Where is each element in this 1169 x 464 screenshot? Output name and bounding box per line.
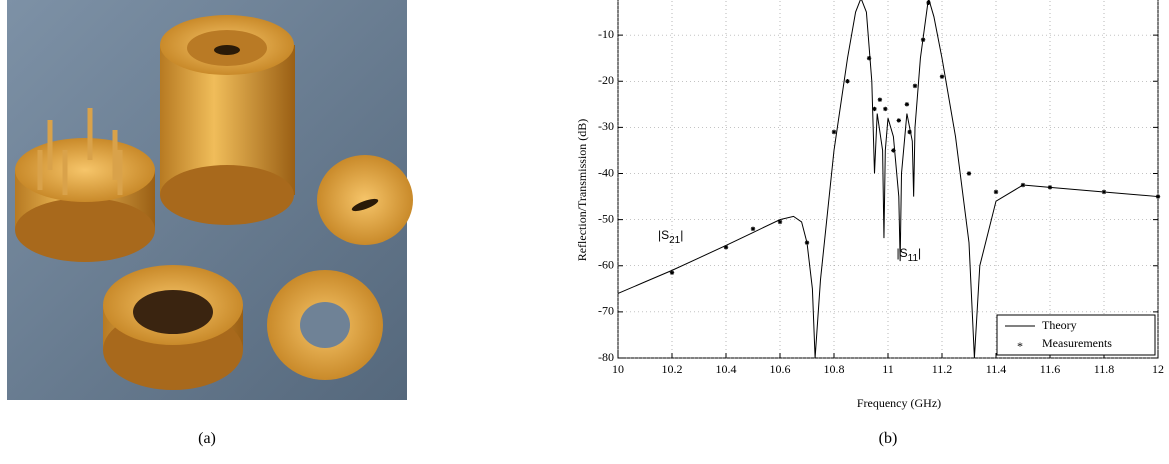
measurement-point xyxy=(920,37,926,42)
y-tick-label: -70 xyxy=(598,304,614,318)
x-tick-label: 10.4 xyxy=(716,362,737,376)
measurement-point xyxy=(907,129,912,135)
measurement-point xyxy=(872,106,877,112)
caption: (a) xyxy=(198,430,216,447)
measurement-point xyxy=(777,219,783,225)
plot-area xyxy=(617,0,1159,359)
photo xyxy=(7,0,413,400)
annotation-text: | xyxy=(680,228,683,242)
annotation: |S21| xyxy=(658,228,683,245)
measurement-point xyxy=(1101,189,1107,195)
legend-label: Measurements xyxy=(1042,336,1112,350)
annotation-text: |S xyxy=(658,228,669,242)
measurement-point xyxy=(845,79,850,84)
chart: Frequency (GHz) Reflection/Transmission … xyxy=(575,0,1164,410)
x-tick-label: 10 xyxy=(612,362,624,376)
x-tick-label: 11.6 xyxy=(1040,362,1061,376)
annotation-text: | xyxy=(918,246,921,260)
measurement-point xyxy=(891,148,896,153)
annotation-subscript: 11 xyxy=(908,253,919,264)
measurement-point xyxy=(926,0,931,6)
measurement-point xyxy=(939,74,945,79)
x-tick-label: 10.2 xyxy=(662,362,683,376)
x-tick-label: 11 xyxy=(882,362,894,376)
theory-line xyxy=(617,0,1159,359)
measurement-point xyxy=(883,106,888,112)
y-tick-label: -80 xyxy=(598,350,614,364)
annotation: |S11| xyxy=(897,246,922,263)
x-tick-label: 12 xyxy=(1152,362,1164,376)
measurement-point xyxy=(669,270,675,275)
x-axis-label: Frequency (GHz) xyxy=(857,396,941,410)
x-tick-label: 11.4 xyxy=(986,362,1007,376)
x-tick-label: 10.8 xyxy=(824,362,845,376)
y-tick-label: -10 xyxy=(598,27,614,41)
measurement-point xyxy=(1020,182,1026,188)
measurement-point xyxy=(966,171,972,176)
y-axis-label: Reflection/Transmission (dB) xyxy=(575,119,589,262)
y-tick-label: -50 xyxy=(598,211,614,225)
y-tick-label: -20 xyxy=(598,73,614,87)
measurement-point xyxy=(866,55,872,61)
x-tick-label: 10.6 xyxy=(770,362,791,376)
measurement-point xyxy=(804,240,810,245)
y-tick-label: -40 xyxy=(598,165,614,179)
y-tick-label: -30 xyxy=(598,119,614,133)
y-tick-label: -60 xyxy=(598,258,614,272)
measurement-point xyxy=(831,129,837,135)
measurement-point xyxy=(912,83,918,89)
measurement-point xyxy=(877,97,883,102)
annotation-subscript: 21 xyxy=(669,234,681,245)
measurement-point xyxy=(896,118,901,123)
legend-box xyxy=(996,314,1156,356)
measurement-point xyxy=(1047,185,1053,190)
x-tick-label: 11.8 xyxy=(1094,362,1115,376)
legend-swatch: * xyxy=(1017,339,1023,353)
measurement-point xyxy=(1155,194,1161,199)
caption: (b) xyxy=(878,430,898,447)
legend-label: Theory xyxy=(1042,318,1077,332)
annotation-text: |S xyxy=(897,246,908,260)
measurement-point xyxy=(723,245,729,250)
measurement-point xyxy=(993,189,999,195)
measurement-point xyxy=(750,226,756,232)
measurement-point xyxy=(904,102,910,107)
x-tick-label: 11.2 xyxy=(932,362,953,376)
